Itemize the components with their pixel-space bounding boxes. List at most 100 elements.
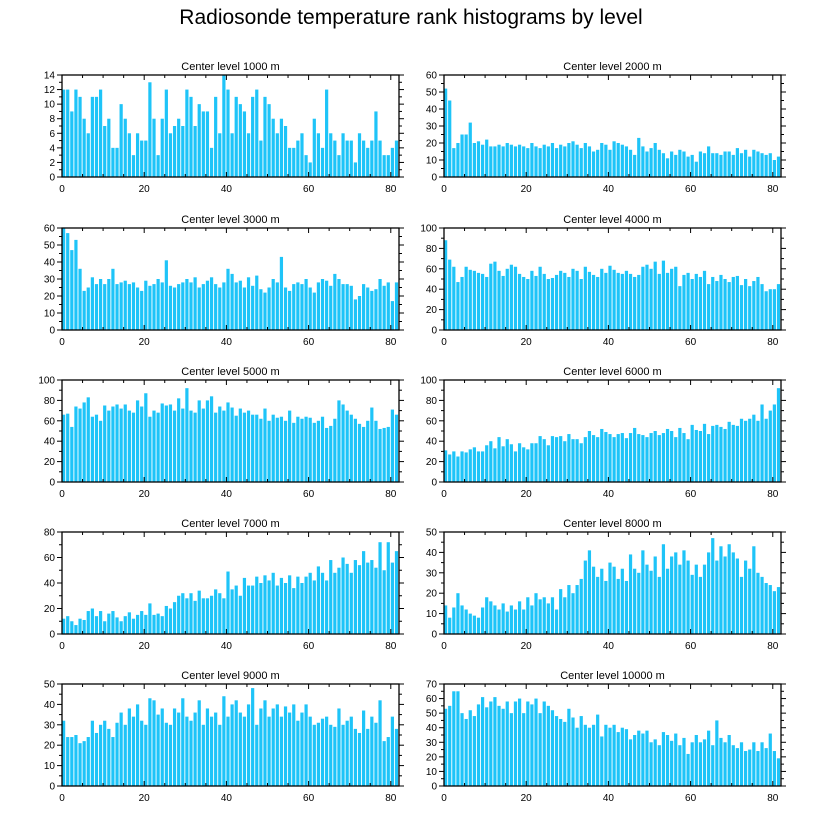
panel-title: Center level 5000 m [181, 366, 279, 378]
bar [480, 451, 485, 482]
bar [345, 410, 349, 482]
bar [600, 568, 604, 634]
bar [575, 585, 579, 634]
bar [259, 140, 263, 177]
bar [513, 146, 518, 177]
bar [460, 134, 464, 177]
bar [316, 420, 321, 482]
bar [752, 546, 756, 634]
bar [107, 728, 111, 786]
bar [719, 737, 723, 786]
bar [559, 589, 563, 634]
bar [222, 410, 226, 482]
y-tick-label: 0 [431, 630, 437, 641]
bar [238, 104, 242, 177]
bar [620, 144, 624, 177]
bar [78, 618, 82, 634]
bar [193, 412, 197, 482]
bar [653, 556, 657, 634]
bar [719, 154, 723, 177]
bar [517, 443, 522, 482]
y-tick-label: 40 [426, 285, 438, 296]
x-tick-label: 40 [221, 489, 233, 500]
bar [567, 708, 571, 786]
bar [255, 414, 259, 482]
bar [131, 412, 136, 482]
bar [653, 143, 657, 177]
panel-title: Center level 9000 m [181, 670, 279, 682]
panel-title: Center level 8000 m [563, 518, 661, 530]
bar [62, 618, 66, 634]
bar [489, 701, 493, 786]
bar [702, 153, 707, 177]
bar [94, 732, 99, 786]
bar [485, 276, 489, 330]
bar [370, 290, 374, 330]
bar [505, 143, 509, 177]
bar [637, 274, 641, 330]
bar [567, 276, 571, 330]
bar [259, 289, 263, 330]
bar [538, 436, 542, 482]
bar [214, 712, 218, 786]
bar [320, 718, 325, 786]
bar [394, 414, 399, 482]
bar [296, 416, 300, 482]
bar [357, 423, 362, 482]
y-tick-label: 10 [426, 767, 438, 778]
bar [731, 745, 735, 786]
bar [616, 732, 620, 786]
bar [172, 708, 177, 786]
bar [550, 436, 555, 482]
bar [628, 433, 633, 482]
bar [304, 155, 308, 177]
bar [468, 613, 472, 634]
y-tick-label: 80 [44, 528, 56, 539]
bar [94, 284, 99, 330]
bar [559, 436, 563, 482]
bar [316, 282, 321, 330]
x-tick-label: 20 [139, 184, 151, 195]
bar [279, 416, 284, 482]
bar [505, 439, 509, 482]
bar [189, 410, 193, 482]
bar [530, 443, 534, 482]
bar [628, 149, 633, 177]
bar [596, 437, 600, 482]
bar [591, 151, 596, 177]
bar [337, 400, 341, 482]
panel-7: Center level 7000 m 0 20 40 60 80 0 20 40 60 80 [44, 518, 404, 652]
x-tick-label: 80 [767, 793, 779, 804]
bar [353, 418, 357, 482]
bar [152, 614, 156, 635]
bar [764, 583, 768, 634]
bar [628, 554, 633, 634]
x-tick-label: 60 [685, 641, 697, 652]
bar [616, 143, 620, 177]
bar [472, 716, 476, 786]
bar [760, 576, 764, 634]
bar [641, 146, 645, 177]
y-tick-label: 50 [426, 88, 438, 99]
x-tick-label: 0 [441, 337, 447, 348]
x-tick-label: 80 [385, 337, 397, 348]
x-tick-label: 60 [685, 489, 697, 500]
y-tick-label: 30 [426, 738, 438, 749]
bar [735, 558, 739, 634]
bar [682, 151, 686, 177]
bar [571, 593, 575, 634]
bar [320, 147, 325, 177]
y-tick-label: 20 [44, 457, 56, 468]
bar [513, 701, 518, 786]
bar [497, 437, 501, 482]
bar [160, 616, 164, 634]
bar [493, 448, 497, 482]
bar [304, 279, 308, 330]
bar [731, 154, 735, 177]
panel-8: Center level 8000 m 0 20 40 60 80 0 10 20 30 40 50 [426, 518, 786, 652]
bar [222, 696, 226, 786]
bar [608, 265, 612, 330]
bar [624, 146, 629, 177]
bar [111, 611, 115, 634]
bar [637, 572, 641, 634]
